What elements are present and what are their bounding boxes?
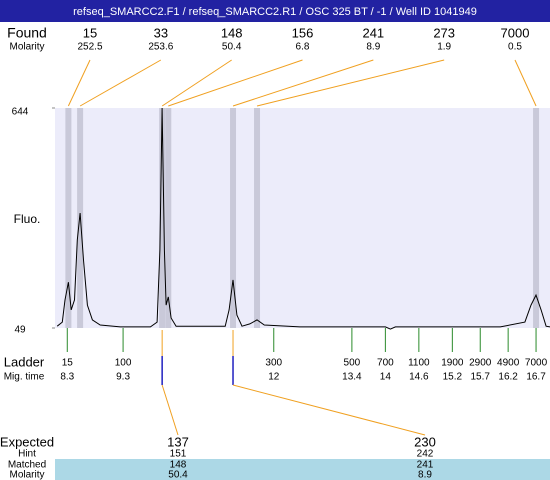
peak-connector bbox=[168, 59, 303, 107]
matched-size: 148 bbox=[170, 460, 187, 471]
found-size: 273 bbox=[433, 25, 455, 40]
found-molarity: 50.4 bbox=[222, 42, 242, 53]
found-size: 241 bbox=[362, 25, 384, 40]
peak-band bbox=[165, 108, 172, 328]
peak-band bbox=[254, 108, 261, 328]
ladder-size: 1100 bbox=[408, 358, 430, 369]
peak-connector bbox=[232, 59, 374, 107]
y-tick-label: 49 bbox=[14, 325, 26, 336]
peak-band bbox=[65, 108, 72, 328]
matched-molarity: 50.4 bbox=[168, 470, 188, 480]
molarity-label: Molarity bbox=[9, 470, 44, 480]
match-connector bbox=[232, 384, 426, 436]
y-tick-label: 644 bbox=[12, 107, 29, 118]
matched-rows-bg bbox=[55, 459, 550, 480]
ladder-size: 4900 bbox=[497, 358, 520, 369]
matched-molarity: 8.9 bbox=[418, 470, 432, 480]
found-molarity: 8.9 bbox=[366, 42, 380, 53]
found-molarity: 1.9 bbox=[437, 42, 451, 53]
hint-size: 242 bbox=[417, 449, 434, 460]
peak-band bbox=[533, 108, 540, 328]
expected-size: 230 bbox=[414, 434, 436, 449]
ladder-time: 15.7 bbox=[471, 372, 491, 383]
ladder-time: 16.7 bbox=[526, 372, 546, 383]
ladder-size: 500 bbox=[344, 358, 361, 369]
match-connector bbox=[161, 384, 179, 436]
ladder-time: 13.4 bbox=[342, 372, 362, 383]
found-size: 148 bbox=[221, 25, 243, 40]
ladder-size: 2900 bbox=[469, 358, 492, 369]
title-bar bbox=[0, 0, 550, 22]
found-molarity: 253.6 bbox=[148, 42, 173, 53]
ladder-time: 16.2 bbox=[498, 372, 518, 383]
hint-label: Hint bbox=[18, 449, 36, 460]
found-size: 7000 bbox=[501, 25, 530, 40]
expected-size: 137 bbox=[167, 434, 189, 449]
found-molarity: 252.5 bbox=[77, 42, 102, 53]
found-size: 156 bbox=[292, 25, 314, 40]
peak-connector bbox=[79, 59, 162, 107]
ladder-time: 8.3 bbox=[60, 372, 74, 383]
peak-connector bbox=[161, 59, 232, 107]
expected-label: Expected bbox=[0, 434, 54, 449]
ladder-size: 700 bbox=[377, 358, 394, 369]
ladder-size: 7000 bbox=[525, 358, 548, 369]
peak-band bbox=[159, 108, 166, 328]
found-label: Found bbox=[7, 25, 47, 41]
trace bbox=[56, 107, 550, 330]
hint-size: 151 bbox=[170, 449, 187, 460]
peak-band bbox=[230, 108, 237, 328]
found-size: 15 bbox=[83, 25, 97, 40]
found-size: 33 bbox=[154, 25, 168, 40]
found-molarity: 0.5 bbox=[508, 42, 522, 53]
ladder-time: 14.6 bbox=[409, 372, 429, 383]
ladder-size: 100 bbox=[115, 358, 132, 369]
mig-time-label: Mig. time bbox=[4, 372, 45, 383]
matched-size: 241 bbox=[417, 460, 434, 471]
ladder-size: 300 bbox=[265, 358, 282, 369]
peak-connector bbox=[256, 59, 445, 107]
ladder-size: 15 bbox=[62, 358, 74, 369]
matched-label: Matched bbox=[8, 460, 46, 471]
title: refseq_SMARCC2.F1 / refseq_SMARCC2.R1 / … bbox=[73, 6, 477, 18]
ladder-label: Ladder bbox=[4, 354, 45, 369]
ladder-time: 14 bbox=[380, 372, 392, 383]
molarity-label: Molarity bbox=[9, 42, 44, 53]
ladder-time: 9.3 bbox=[116, 372, 130, 383]
peak-connector bbox=[67, 59, 91, 107]
ladder-time: 15.2 bbox=[443, 372, 463, 383]
found-molarity: 6.8 bbox=[296, 42, 310, 53]
ladder-time: 12 bbox=[268, 372, 280, 383]
y-axis-label: Fluo. bbox=[14, 212, 41, 226]
peak-connector bbox=[514, 59, 537, 107]
plot-area bbox=[55, 108, 550, 328]
ladder-size: 1900 bbox=[441, 358, 464, 369]
